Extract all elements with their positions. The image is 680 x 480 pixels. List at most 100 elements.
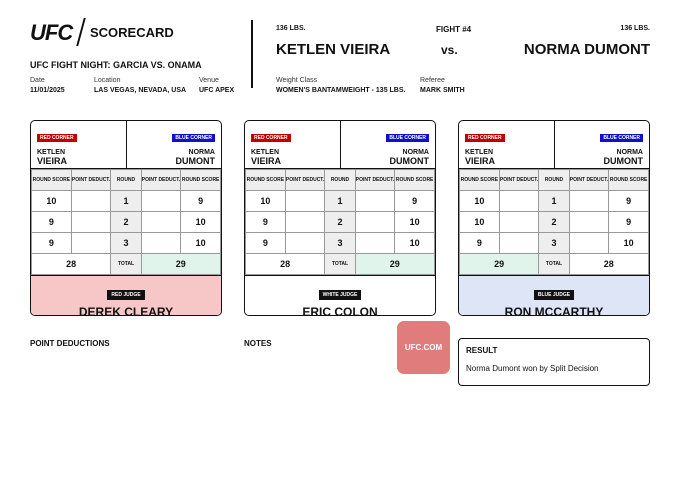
round-row: 10 1 9 bbox=[459, 190, 649, 212]
judge-panel: WHITE JUDGE ERIC COLON bbox=[245, 275, 435, 315]
fight-number: FIGHT #4 bbox=[436, 25, 472, 34]
col-header: ROUND SCORE bbox=[180, 169, 221, 191]
blue-fighter-name: NORMA DUMONT bbox=[523, 41, 650, 58]
blue-round-score: 9 bbox=[180, 190, 221, 212]
blue-corner-tag: BLUE CORNER bbox=[600, 134, 643, 142]
result-text: Norma Dumont won by Split Decision bbox=[466, 364, 599, 373]
round-number: 3 bbox=[110, 232, 142, 254]
date-value: 11/01/2025 bbox=[30, 87, 65, 94]
red-round-score: 9 bbox=[31, 211, 72, 233]
round-number: 2 bbox=[324, 211, 356, 233]
round-row: 10 1 9 bbox=[31, 190, 221, 212]
col-header: ROUND bbox=[538, 169, 570, 191]
round-number: 1 bbox=[538, 190, 570, 212]
red-round-score: 9 bbox=[31, 232, 72, 254]
red-corner: RED CORNER KETLEN VIEIRA bbox=[459, 121, 555, 168]
round-row: 9 3 10 bbox=[245, 232, 435, 254]
red-fighter-name: KETLEN VIEIRA bbox=[276, 41, 391, 58]
red-corner: RED CORNER KETLEN VIEIRA bbox=[31, 121, 127, 168]
red-round-score: 10 bbox=[459, 211, 500, 233]
red-corner-tag: RED CORNER bbox=[251, 134, 291, 142]
blue-point-deduction bbox=[568, 232, 610, 254]
red-point-deduction bbox=[284, 211, 326, 233]
referee-label: Referee bbox=[420, 77, 445, 84]
judge-name: RON MCCARTHY bbox=[504, 305, 604, 316]
judge-role-tag: WHITE JUDGE bbox=[318, 290, 362, 300]
blue-point-deduction bbox=[354, 211, 396, 233]
blue-round-score: 10 bbox=[180, 232, 221, 254]
blue-point-deduction bbox=[568, 190, 610, 212]
judge-panel: BLUE JUDGE RON MCCARTHY bbox=[459, 275, 649, 316]
total-label: TOTAL bbox=[324, 253, 356, 275]
blue-total: 28 bbox=[568, 253, 649, 275]
total-label: TOTAL bbox=[110, 253, 142, 275]
red-corner-tag: RED CORNER bbox=[465, 134, 505, 142]
referee-value: MARK SMITH bbox=[420, 87, 465, 94]
blue-last-name: DUMONT bbox=[603, 156, 644, 166]
red-point-deduction bbox=[498, 211, 540, 233]
round-number: 3 bbox=[324, 232, 356, 254]
blue-round-score: 9 bbox=[608, 190, 649, 212]
score-table: ROUND SCORE POINT DEDUCT. ROUND POINT DEDUC… bbox=[31, 169, 221, 275]
col-header: POINT DEDUCT. bbox=[568, 169, 610, 191]
judge-role-tag: RED JUDGE bbox=[107, 290, 145, 300]
page-title: SCORECARD bbox=[90, 25, 174, 40]
blue-point-deduction bbox=[140, 232, 182, 254]
round-number: 1 bbox=[324, 190, 356, 212]
divider bbox=[76, 18, 86, 46]
divider bbox=[251, 20, 253, 88]
result-box: RESULT Norma Dumont won by Split Decisio… bbox=[458, 338, 650, 386]
date-label: Date bbox=[30, 77, 45, 84]
red-corner: RED CORNER KETLEN VIEIRA bbox=[245, 121, 341, 168]
col-header: ROUND bbox=[110, 169, 142, 191]
blue-last-name: DUMONT bbox=[175, 156, 216, 166]
point-deductions-heading: POINT DEDUCTIONS bbox=[30, 339, 110, 348]
blue-corner-tag: BLUE CORNER bbox=[386, 134, 429, 142]
blue-point-deduction bbox=[140, 211, 182, 233]
blue-point-deduction bbox=[354, 232, 396, 254]
result-label: RESULT bbox=[466, 346, 498, 355]
blue-corner: BLUE CORNER NORMA DUMONT bbox=[127, 121, 222, 168]
weight-class-label: Weight Class bbox=[276, 77, 318, 84]
blue-round-score: 9 bbox=[608, 211, 649, 233]
col-header: ROUND bbox=[324, 169, 356, 191]
blue-round-score: 10 bbox=[394, 232, 435, 254]
blue-round-score: 10 bbox=[608, 232, 649, 254]
blue-total: 29 bbox=[140, 253, 221, 275]
round-number: 3 bbox=[538, 232, 570, 254]
judge-scorecard: RED CORNER KETLEN VIEIRA BLUE CORNER NORMA D… bbox=[30, 120, 222, 316]
col-header: POINT DEDUCT. bbox=[140, 169, 182, 191]
red-round-score: 9 bbox=[459, 232, 500, 254]
red-point-deduction bbox=[498, 190, 540, 212]
red-round-score: 9 bbox=[245, 232, 286, 254]
notes-heading: NOTES bbox=[244, 339, 272, 348]
red-first-name: KETLEN bbox=[37, 149, 65, 156]
score-table: ROUND SCORE POINT DEDUCT. ROUND POINT DEDUC… bbox=[245, 169, 435, 275]
ufc-com-logo[interactable]: UFC.COM bbox=[397, 321, 450, 374]
red-point-deduction bbox=[498, 232, 540, 254]
red-first-name: KETLEN bbox=[251, 149, 279, 156]
judge-role-tag: BLUE JUDGE bbox=[533, 290, 575, 300]
blue-last-name: DUMONT bbox=[389, 156, 430, 166]
round-row: 9 2 10 bbox=[31, 211, 221, 233]
blue-round-score: 10 bbox=[394, 211, 435, 233]
red-round-score: 9 bbox=[245, 211, 286, 233]
red-last-name: VIEIRA bbox=[465, 156, 496, 166]
venue-label: Venue bbox=[199, 77, 219, 84]
col-header: ROUND SCORE bbox=[394, 169, 435, 191]
round-row: 10 1 9 bbox=[245, 190, 435, 212]
blue-point-deduction bbox=[140, 190, 182, 212]
blue-point-deduction bbox=[354, 190, 396, 212]
judge-panel: RED JUDGE DEREK CLEARY bbox=[31, 275, 221, 315]
blue-corner: BLUE CORNER NORMA DUMONT bbox=[341, 121, 436, 168]
judge-scorecard: RED CORNER KETLEN VIEIRA BLUE CORNER NORMA D… bbox=[244, 120, 436, 316]
red-round-score: 10 bbox=[245, 190, 286, 212]
venue-value: UFC APEX bbox=[199, 87, 235, 94]
round-number: 2 bbox=[110, 211, 142, 233]
ufc-logo: UFC bbox=[30, 20, 73, 45]
col-header: POINT DEDUCT. bbox=[70, 169, 112, 191]
col-header: POINT DEDUCT. bbox=[498, 169, 540, 191]
red-total: 29 bbox=[459, 253, 540, 275]
event-name: UFC FIGHT NIGHT: GARCIA VS. ONAMA bbox=[30, 60, 202, 70]
blue-first-name: NORMA bbox=[188, 149, 215, 156]
